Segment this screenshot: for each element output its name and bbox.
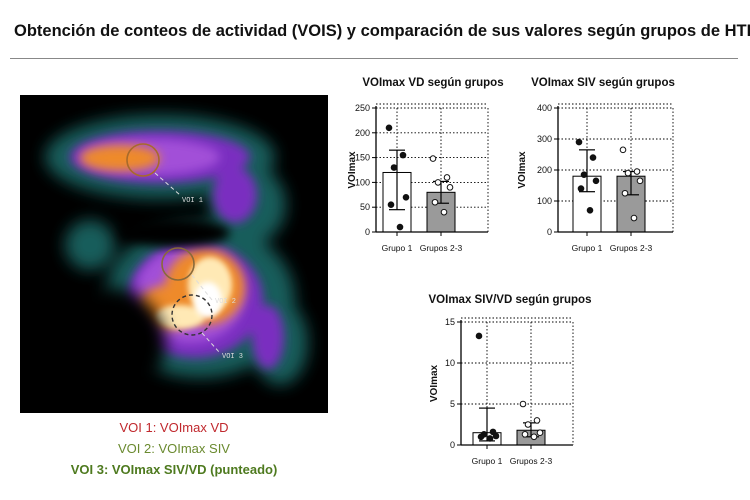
data-point (434, 179, 442, 186)
x-tick-label: Grupos 2-3 (610, 243, 653, 253)
title-divider (10, 58, 738, 59)
y-tick-label: 400 (537, 103, 552, 113)
data-point (440, 208, 448, 216)
voi1-tag: VOI 1 (182, 197, 203, 205)
data-point (533, 417, 541, 424)
data-point (586, 207, 594, 214)
data-point (624, 169, 632, 177)
chart-title: VOImax VD según grupos (362, 77, 503, 89)
data-point (443, 174, 451, 181)
x-tick-label: Grupos 2-3 (420, 243, 463, 253)
data-point (521, 431, 529, 438)
voi3-circle (171, 294, 213, 336)
data-point (492, 432, 500, 440)
data-point (592, 177, 600, 185)
data-point (486, 435, 494, 442)
data-point (636, 177, 644, 185)
data-point (399, 151, 407, 159)
data-point (589, 154, 597, 161)
y-tick-label: 200 (537, 165, 552, 175)
page-title: Obtención de conteos de actividad (VOIS)… (14, 22, 750, 40)
data-point (619, 146, 627, 154)
chart-title: VOImax SIV según grupos (531, 77, 675, 89)
y-axis-label: VOImax (347, 151, 358, 189)
data-point (633, 168, 641, 175)
spect-scan-image: VOI 1 VOI 2 VOI 3 (20, 95, 328, 413)
voi2-circle (161, 247, 195, 281)
x-tick-label: Grupo 1 (382, 243, 413, 253)
data-point (519, 400, 527, 408)
voi3-legend: VOI 3: VOImax SIV/VD (punteado) (70, 462, 278, 477)
y-tick-label: 10 (445, 358, 455, 368)
x-tick-label: Grupo 1 (572, 243, 603, 253)
data-point (475, 332, 483, 340)
data-point (536, 429, 544, 436)
y-axis-label: VOImax (429, 364, 440, 402)
chart-voimax-siv: VOImax SIV según grupos 0 100 200 300 400 VOIm… (517, 77, 675, 253)
data-point (390, 164, 398, 171)
scan-activity (45, 115, 308, 398)
data-point (630, 214, 638, 222)
y-tick-label: 50 (360, 202, 370, 212)
data-point (530, 433, 538, 441)
data-point (431, 198, 439, 206)
voi3-tag: VOI 3 (222, 353, 243, 361)
data-point (580, 171, 588, 178)
y-tick-label: 5 (450, 399, 455, 409)
y-tick-label: 250 (355, 103, 370, 113)
chart-voimax-siv-vd: VOImax SIV/VD según grupos 0 5 10 15 VOImax Gr… (429, 294, 592, 466)
voi1-legend: VOI 1: VOImax VD (119, 420, 229, 435)
y-tick-label: 100 (355, 177, 370, 187)
data-point (396, 223, 404, 231)
y-tick-label: 100 (537, 196, 552, 206)
y-tick-label: 0 (365, 227, 370, 237)
data-point (387, 201, 395, 209)
y-axis-label: VOImax (517, 151, 528, 189)
data-point (575, 138, 583, 146)
chart-voimax-vd: VOImax VD según grupos 0 50 100 150 200 250 VOI… (347, 77, 504, 253)
chart-title: VOImax SIV/VD según grupos (429, 294, 592, 306)
y-tick-label: 150 (355, 153, 370, 163)
y-tick-label: 300 (537, 134, 552, 144)
voi2-legend: VOI 2: VOImax SIV (118, 441, 230, 456)
x-tick-label: Grupo 1 (472, 456, 503, 466)
voi1-circle (126, 143, 160, 177)
x-tick-label: Grupos 2-3 (510, 456, 553, 466)
y-tick-label: 0 (547, 227, 552, 237)
voi3-leader-line (201, 332, 221, 354)
data-point (621, 189, 629, 197)
voi2-tag: VOI 2 (215, 298, 236, 306)
voi1-leader-line (154, 172, 181, 196)
data-point (385, 124, 393, 132)
y-tick-label: 0 (450, 440, 455, 450)
data-point (524, 421, 532, 428)
data-point (577, 185, 585, 192)
data-point (429, 155, 437, 162)
data-point (446, 184, 454, 191)
y-tick-label: 15 (445, 317, 455, 327)
data-point (402, 193, 410, 201)
data-point (477, 433, 485, 441)
y-tick-label: 200 (355, 128, 370, 138)
voi2-leader-line (191, 274, 213, 301)
